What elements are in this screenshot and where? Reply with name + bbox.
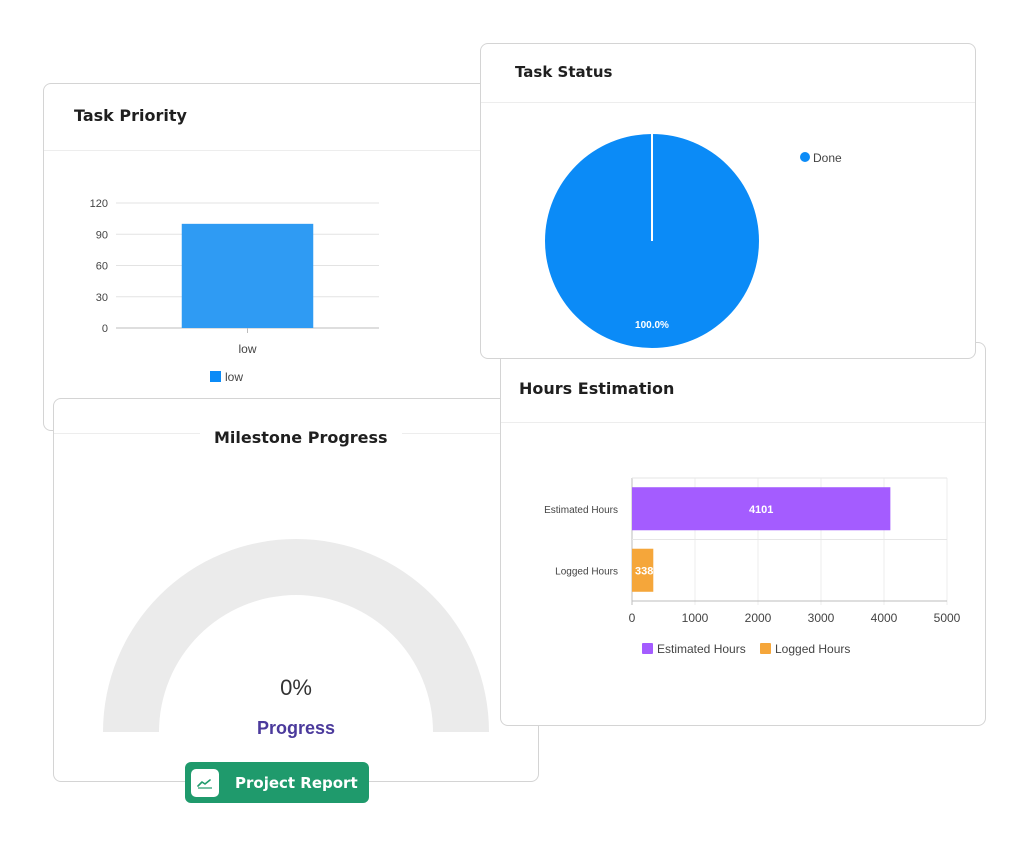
card-header-divider [481,102,975,103]
hours-x-tick-label: 4000 [871,611,898,625]
hours-x-tick-label: 3000 [808,611,835,625]
hours-x-tick-label: 1000 [682,611,709,625]
hours-bars: 4101 338 [632,487,891,592]
hours-category-label: Estimated Hours [544,505,618,516]
priority-y-ticks: 0 30 60 90 120 [90,198,108,335]
progress-percent: 0% [280,675,312,700]
priority-x-tick-label: low [238,342,256,356]
pie-legend-label[interactable]: Done [813,151,842,165]
priority-legend-swatch[interactable] [210,371,221,382]
priority-y-tick-label: 30 [96,292,108,304]
priority-y-tick-label: 90 [96,229,108,241]
hours-legend-label[interactable]: Estimated Hours [657,642,746,656]
priority-bars [181,223,314,333]
hours-x-tick-label: 0 [629,611,636,625]
project-report-label: Project Report [235,773,358,792]
hours-legend: Estimated Hours Logged Hours [642,642,850,656]
card-header-divider [501,422,985,423]
pie-legend-swatch[interactable] [800,152,810,162]
progress-label: Progress [257,718,335,738]
gauge-track [103,539,489,732]
hours-estimation-card: Hours Estimation Estimated Hours Logged H… [500,342,986,726]
estimated-hours-bar[interactable] [632,487,891,531]
hours-estimation-chart: Estimated Hours Logged Hours 4101 338 0 100… [544,477,961,656]
progress-gauge: 0% Progress [103,539,489,738]
hours-data-label: 4101 [749,504,773,516]
project-report-button[interactable]: Project Report [185,762,369,803]
hours-x-tick-label: 2000 [745,611,772,625]
task-status-chart: 100.0% Done [545,134,842,348]
priority-bar[interactable] [181,223,314,328]
line-chart-icon [191,768,219,797]
hours-legend-swatch[interactable] [760,643,771,654]
task-priority-card: Task Priority 0 30 60 90 120 low low [43,83,513,431]
priority-legend-label[interactable]: low [225,370,243,384]
priority-y-tick-label: 120 [90,198,108,210]
logged-hours-bar[interactable] [632,548,654,592]
pie-slice-label: 100.0% [635,320,669,331]
hours-legend-label[interactable]: Logged Hours [775,642,850,656]
card-header-divider [44,150,512,151]
milestone-progress-title: Milestone Progress [200,428,402,447]
milestone-progress-card: Milestone Progress 0% Progress [53,398,539,782]
task-priority-chart: 0 30 60 90 120 low low [90,198,379,384]
hours-category-labels: Estimated Hours Logged Hours [544,505,618,578]
hours-x-tick-label: 5000 [934,611,961,625]
task-priority-title: Task Priority [74,106,187,125]
hours-category-label: Logged Hours [555,566,618,577]
hours-data-label: 338 [635,565,653,577]
hours-estimation-title: Hours Estimation [519,379,675,398]
priority-y-tick-label: 0 [102,323,108,335]
hours-x-ticks: 0 1000 2000 3000 4000 5000 [629,611,961,625]
hours-legend-swatch[interactable] [642,643,653,654]
task-status-title: Task Status [515,63,613,81]
task-status-card: Task Status 100.0% Done [480,43,976,359]
priority-y-tick-label: 60 [96,261,108,273]
